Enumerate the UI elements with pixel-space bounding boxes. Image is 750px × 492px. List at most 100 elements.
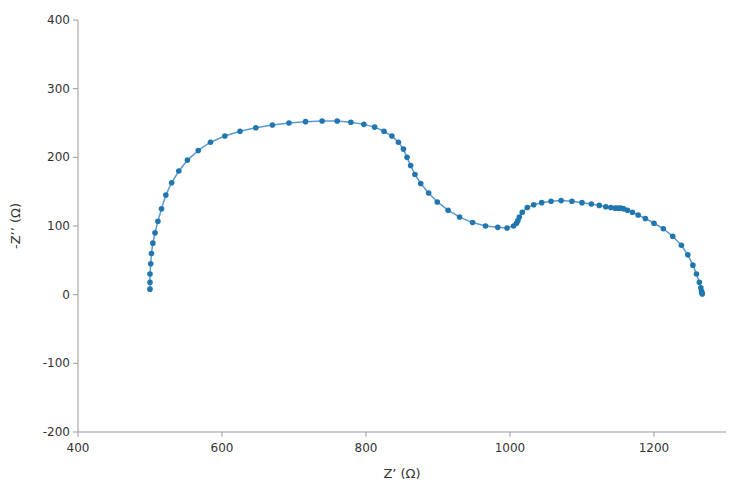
y-tick: [73, 294, 78, 295]
data-point: [253, 125, 259, 131]
data-point: [150, 240, 156, 246]
data-line: [150, 121, 702, 294]
data-point: [404, 155, 410, 161]
axes: 400 600 800 1000 1200 -200 -100 0 100 200 300 400: [43, 13, 726, 455]
y-tick: [73, 226, 78, 227]
x-tick-label: 600: [211, 441, 234, 455]
data-point: [147, 271, 153, 277]
x-tick-label: 800: [355, 441, 378, 455]
y-tick: [73, 88, 78, 89]
data-point: [396, 139, 402, 145]
data-point: [524, 205, 530, 211]
data-point: [625, 207, 631, 213]
data-point: [670, 234, 676, 240]
data-point: [558, 198, 564, 204]
data-point: [531, 202, 537, 208]
data-point: [389, 133, 395, 139]
data-point: [679, 242, 685, 248]
data-point: [470, 220, 476, 226]
chart: 400 600 800 1000 1200 -200 -100 0 100 200 300 400 Z’…: [0, 0, 750, 492]
data-point: [155, 218, 161, 224]
data-point: [690, 262, 696, 268]
data-point: [569, 198, 575, 204]
data-point: [152, 230, 158, 236]
data-point: [348, 120, 354, 126]
x-tick: [654, 432, 655, 437]
data-point: [195, 148, 201, 154]
data-point: [361, 122, 367, 128]
data-point: [483, 223, 489, 229]
y-tick-label: 300: [47, 82, 70, 96]
x-tick: [222, 432, 223, 437]
data-point: [539, 200, 545, 206]
data-point: [163, 192, 169, 198]
data-point: [603, 204, 609, 210]
data-point: [661, 226, 667, 232]
data-point: [519, 209, 525, 215]
data-point: [401, 146, 407, 152]
x-axis-label: Z’ (Ω): [383, 466, 420, 481]
data-point: [596, 203, 602, 209]
data-point: [699, 291, 705, 297]
y-axis-label: -Z’’ (Ω): [8, 203, 23, 249]
data-point: [635, 212, 641, 218]
data-point: [237, 128, 243, 134]
data-point: [169, 180, 175, 186]
y-tick: [73, 157, 78, 158]
data-point: [630, 209, 636, 215]
data-point: [694, 271, 700, 277]
plot-area: [147, 118, 705, 297]
data-point: [176, 168, 182, 174]
y-tick-label: -200: [43, 425, 70, 439]
data-point: [208, 139, 214, 145]
data-point: [548, 198, 554, 204]
data-point: [589, 201, 595, 207]
y-tick-label: 400: [47, 13, 70, 27]
y-tick-label: 0: [62, 288, 70, 302]
data-point: [651, 220, 657, 226]
data-point: [149, 251, 155, 257]
data-point: [699, 290, 705, 296]
data-point: [504, 225, 510, 231]
data-point: [159, 206, 165, 212]
data-point: [412, 172, 418, 178]
y-tick: [73, 432, 78, 433]
data-point: [426, 190, 432, 196]
data-point: [685, 252, 691, 258]
y-tick: [73, 363, 78, 364]
data-point: [270, 122, 276, 128]
x-axis-line: [78, 432, 726, 433]
data-point: [495, 225, 501, 231]
data-point: [381, 128, 387, 134]
data-point: [418, 181, 424, 187]
data-point: [148, 261, 154, 267]
x-tick-label: 400: [67, 441, 90, 455]
data-point: [372, 124, 378, 130]
data-point: [286, 120, 292, 126]
y-tick-label: -100: [43, 356, 70, 370]
data-point: [334, 118, 340, 124]
data-point: [697, 280, 703, 286]
data-point: [445, 207, 451, 213]
data-point: [579, 200, 585, 206]
data-point: [147, 280, 153, 286]
y-tick: [73, 20, 78, 21]
y-tick-label: 100: [47, 219, 70, 233]
data-point: [643, 216, 649, 222]
data-point: [434, 199, 440, 205]
x-tick: [78, 432, 79, 437]
y-tick-label: 200: [47, 150, 70, 164]
data-point: [185, 157, 191, 163]
data-point: [408, 163, 414, 169]
data-point: [457, 214, 463, 220]
x-tick: [510, 432, 511, 437]
data-point: [517, 214, 523, 220]
x-tick: [366, 432, 367, 437]
markers: [147, 118, 705, 297]
data-point: [222, 133, 228, 139]
x-tick-label: 1200: [639, 441, 670, 455]
data-point: [147, 286, 153, 292]
data-point: [319, 118, 325, 124]
data-point: [303, 119, 309, 125]
x-tick-label: 1000: [495, 441, 526, 455]
